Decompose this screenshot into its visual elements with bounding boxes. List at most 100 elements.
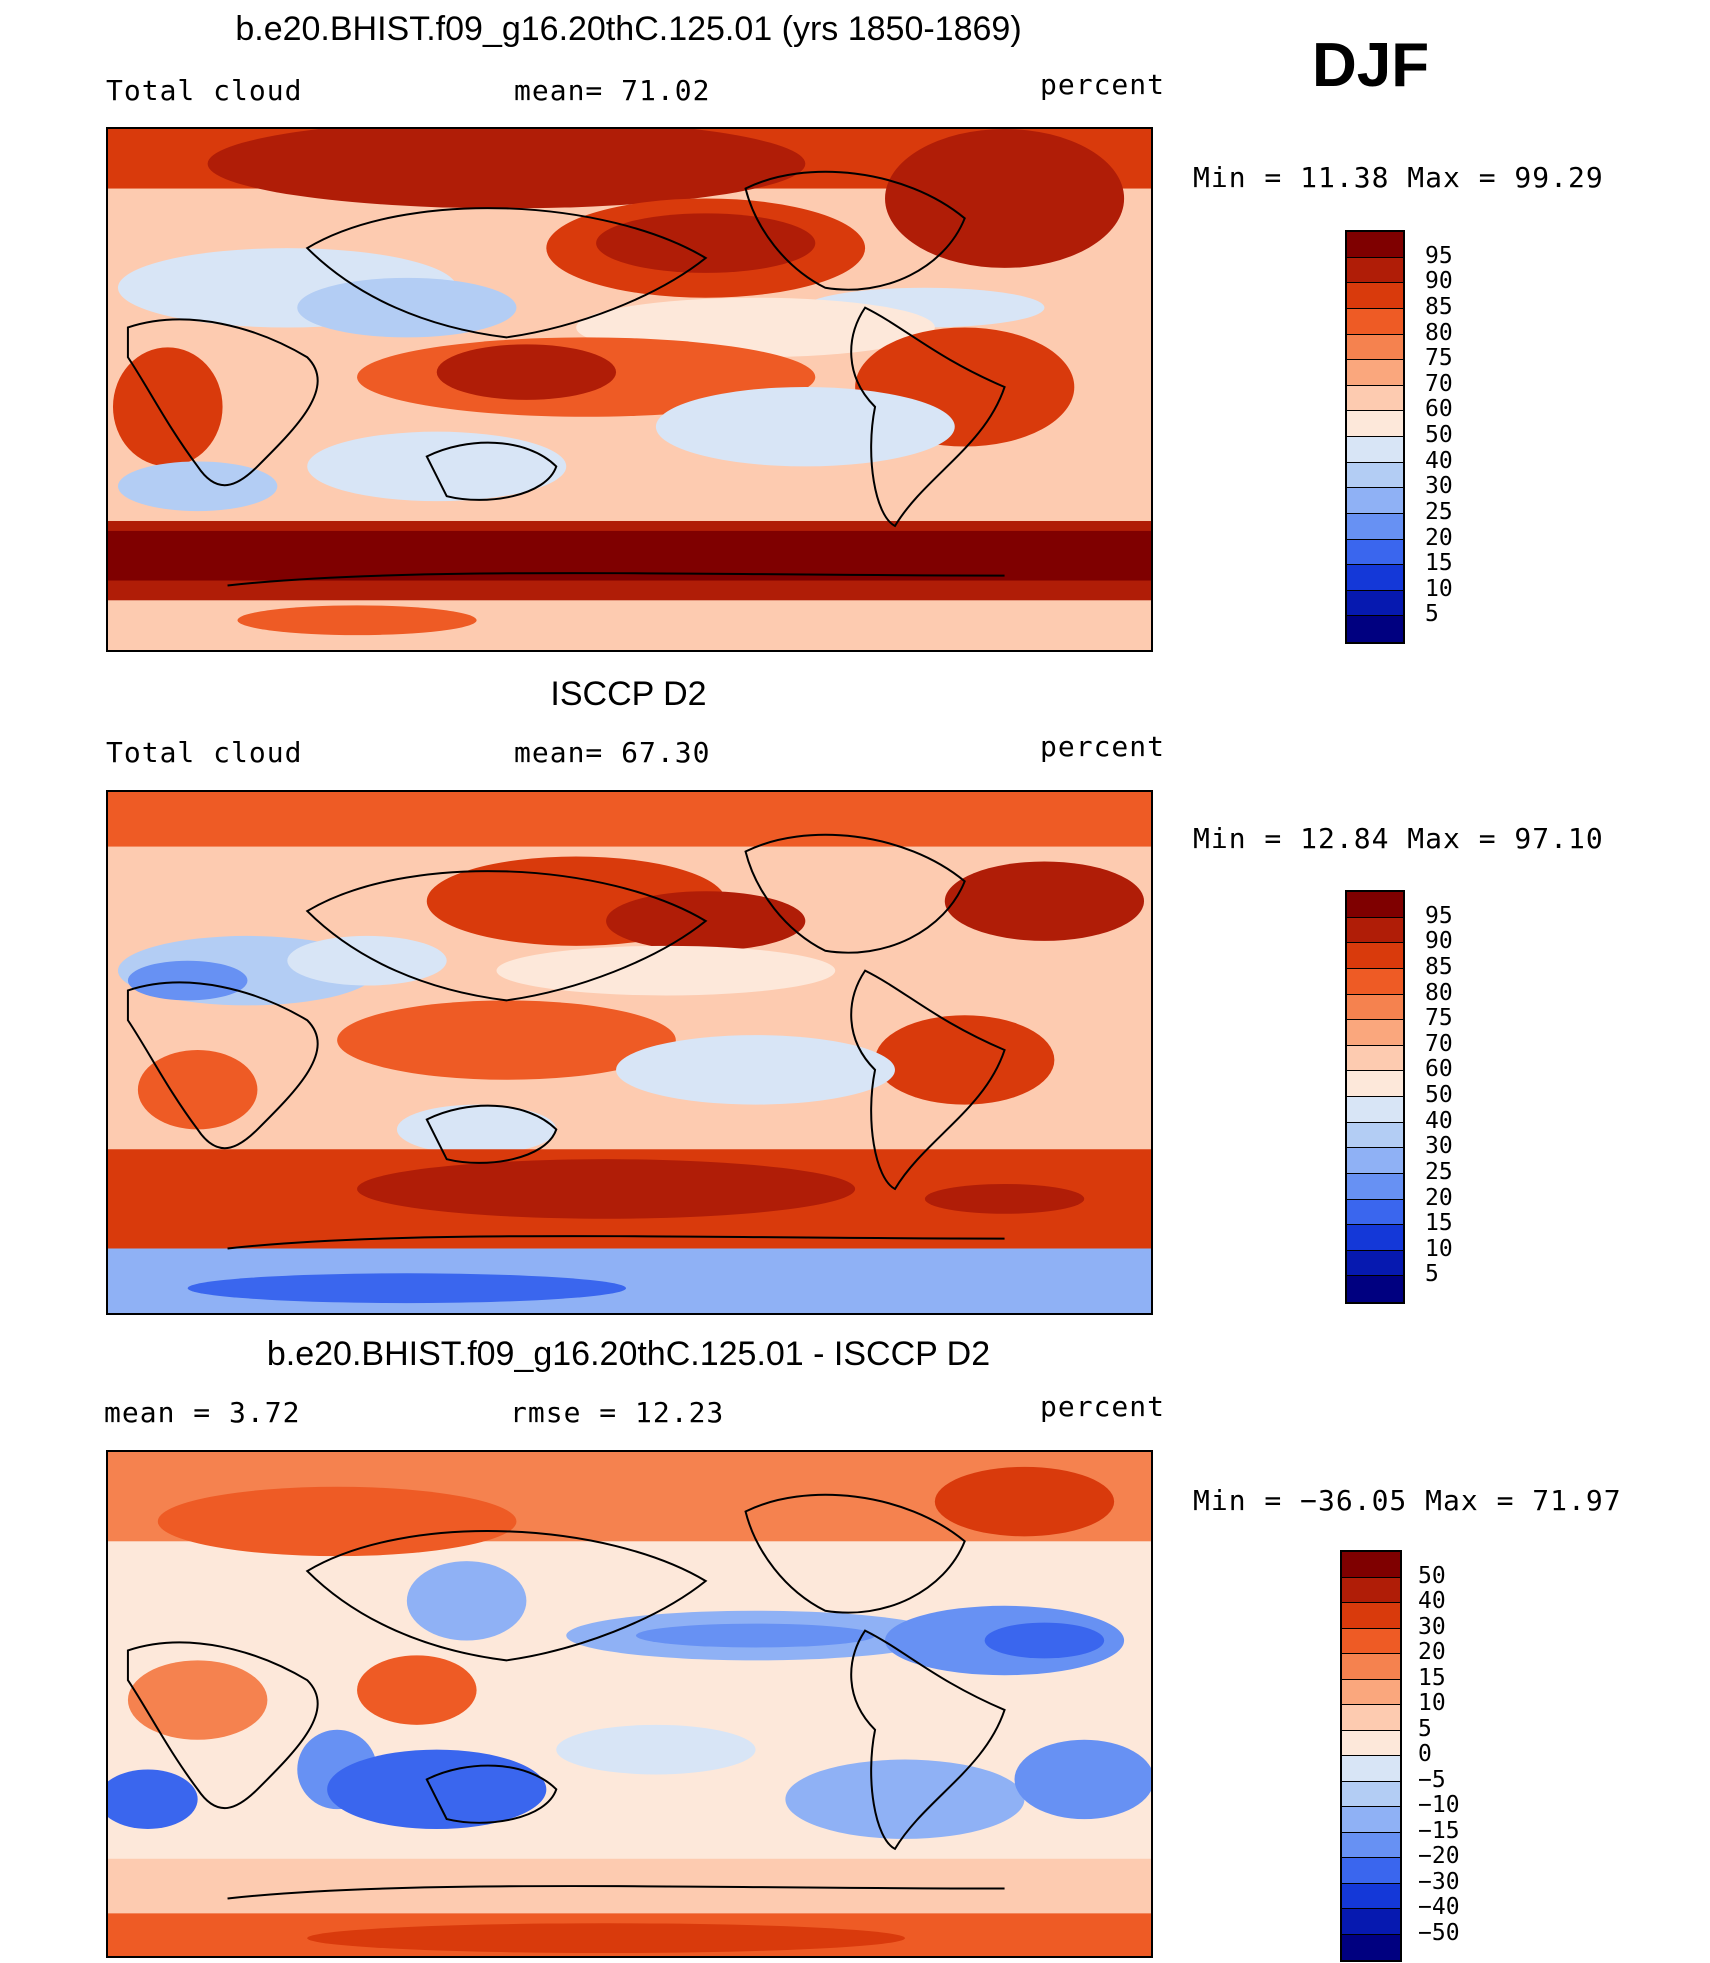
panel-1-map-field	[108, 129, 1151, 650]
panel-1-mean-label: mean= 71.02	[514, 74, 711, 107]
colorbar-segment	[1342, 1909, 1400, 1935]
colorbar-segment	[1342, 1705, 1400, 1731]
colorbar-segment	[1342, 1934, 1400, 1960]
colorbar-segment	[1347, 968, 1403, 995]
colorbar-segment	[1347, 488, 1403, 514]
colorbar-tick-label: 5	[1418, 1715, 1432, 1742]
colorbar-segment	[1347, 462, 1403, 489]
panel-3-min-max: Min = −36.05 Max = 71.97	[1193, 1484, 1622, 1517]
colorbar-segment	[1342, 1654, 1400, 1680]
colorbar-tick-label: 15	[1418, 1664, 1446, 1691]
panel-3-map-field	[108, 1452, 1151, 1956]
panel-2-map-field	[108, 792, 1151, 1313]
colorbar-tick-label: 60	[1425, 396, 1453, 423]
panel-3-title: b.e20.BHIST.f09_g16.20thC.125.01 - ISCCP…	[266, 1335, 991, 1373]
colorbar-tick-label: 85	[1425, 953, 1453, 980]
colorbar-segment	[1342, 1603, 1400, 1629]
colorbar-segment	[1342, 1628, 1400, 1654]
colorbar-segment	[1342, 1577, 1400, 1603]
panel-1-map	[106, 127, 1153, 652]
colorbar-segment	[1347, 616, 1403, 642]
colorbar-segment	[1347, 283, 1403, 309]
colorbar-tick-label: 10	[1425, 575, 1453, 602]
panel-3-map	[106, 1450, 1153, 1958]
colorbar-segment	[1342, 1858, 1400, 1884]
colorbar-segment	[1342, 1756, 1400, 1782]
colorbar-tick-label: 95	[1425, 242, 1453, 269]
panel-1-colorbar	[1345, 230, 1405, 644]
colorbar-segment	[1342, 1807, 1400, 1833]
colorbar-segment	[1347, 1276, 1403, 1302]
colorbar-segment	[1347, 1148, 1403, 1174]
colorbar-tick-label: 10	[1418, 1690, 1446, 1716]
colorbar-tick-label: 20	[1425, 524, 1453, 551]
colorbar-segment	[1347, 385, 1403, 412]
colorbar-tick-label: 50	[1418, 1562, 1446, 1589]
colorbar-tick-label: 40	[1418, 1588, 1446, 1614]
colorbar-segment	[1347, 437, 1403, 463]
panel-3-colorbar	[1340, 1550, 1402, 1962]
colorbar-tick-label: 15	[1425, 550, 1453, 577]
colorbar-segment	[1347, 1045, 1403, 1072]
colorbar-segment	[1347, 1199, 1403, 1226]
panel-2-variable-label: Total cloud	[106, 736, 303, 769]
colorbar-segment	[1347, 1020, 1403, 1046]
colorbar-segment	[1347, 513, 1403, 540]
colorbar-tick-label: 85	[1425, 293, 1453, 320]
colorbar-tick-label: 40	[1425, 447, 1453, 474]
colorbar-tick-label: 50	[1425, 422, 1453, 448]
panel-2-units-label: percent	[1040, 730, 1166, 763]
panel-2-min-max: Min = 12.84 Max = 97.10	[1193, 822, 1604, 855]
colorbar-tick-label: 25	[1425, 1158, 1453, 1185]
colorbar-tick-label: 75	[1425, 1005, 1453, 1032]
panel-2-map	[106, 790, 1153, 1315]
colorbar-tick-label: 80	[1425, 979, 1453, 1006]
colorbar-tick-label: 70	[1425, 370, 1453, 397]
colorbar-tick-label: 5	[1425, 1261, 1439, 1288]
colorbar-segment	[1347, 892, 1403, 918]
colorbar-tick-label: −30	[1418, 1868, 1460, 1895]
colorbar-tick-label: 60	[1425, 1056, 1453, 1083]
colorbar-tick-label: 50	[1425, 1082, 1453, 1108]
colorbar-tick-label: −10	[1418, 1792, 1460, 1818]
colorbar-tick-label: −40	[1418, 1894, 1460, 1920]
colorbar-segment	[1347, 308, 1403, 335]
colorbar-segment	[1347, 565, 1403, 591]
colorbar-segment	[1342, 1781, 1400, 1807]
colorbar-tick-label: 5	[1425, 601, 1439, 628]
panel-3-rmse-label: rmse = 12.23	[510, 1396, 725, 1429]
panel-1-units-label: percent	[1040, 68, 1166, 101]
colorbar-segment	[1347, 917, 1403, 944]
colorbar-segment	[1342, 1730, 1400, 1756]
colorbar-segment	[1347, 1122, 1403, 1149]
colorbar-tick-label: 25	[1425, 498, 1453, 525]
panel-1-variable-label: Total cloud	[106, 74, 303, 107]
colorbar-tick-label: 95	[1425, 902, 1453, 929]
colorbar-segment	[1347, 1173, 1403, 1200]
panel-3-mean-label: mean = 3.72	[104, 1396, 301, 1429]
colorbar-segment	[1342, 1679, 1400, 1705]
colorbar-segment	[1347, 1250, 1403, 1277]
colorbar-tick-label: 70	[1425, 1030, 1453, 1057]
colorbar-segment	[1347, 232, 1403, 258]
colorbar-segment	[1347, 360, 1403, 386]
colorbar-segment	[1347, 590, 1403, 617]
panel-2-mean-label: mean= 67.30	[514, 736, 711, 769]
colorbar-tick-label: 10	[1425, 1235, 1453, 1262]
colorbar-tick-label: 0	[1418, 1741, 1432, 1767]
colorbar-segment	[1347, 334, 1403, 361]
colorbar-segment	[1347, 994, 1403, 1021]
season-label: DJF	[1312, 31, 1430, 100]
colorbar-segment	[1347, 257, 1403, 284]
colorbar-tick-label: −20	[1418, 1843, 1460, 1869]
colorbar-segment	[1342, 1883, 1400, 1909]
colorbar-tick-label: 90	[1425, 928, 1453, 955]
colorbar-segment	[1342, 1552, 1400, 1578]
colorbar-segment	[1347, 1071, 1403, 1097]
colorbar-segment	[1347, 411, 1403, 437]
colorbar-tick-label: −15	[1418, 1817, 1460, 1844]
colorbar-segment	[1347, 539, 1403, 566]
colorbar-segment	[1347, 1097, 1403, 1123]
colorbar-tick-label: 20	[1425, 1184, 1453, 1211]
colorbar-segment	[1347, 943, 1403, 969]
